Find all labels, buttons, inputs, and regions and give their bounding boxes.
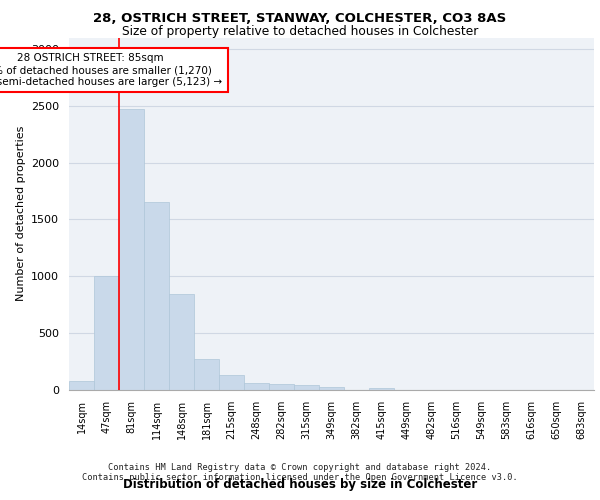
Bar xyxy=(219,375,244,390)
Text: Distribution of detached houses by size in Colchester: Distribution of detached houses by size … xyxy=(123,478,477,491)
Bar xyxy=(69,382,94,390)
Text: Size of property relative to detached houses in Colchester: Size of property relative to detached ho… xyxy=(122,25,478,38)
Bar xyxy=(144,202,169,390)
Bar xyxy=(94,276,119,390)
Bar xyxy=(244,382,269,390)
Bar xyxy=(169,294,194,390)
Bar xyxy=(269,384,294,390)
Text: Contains public sector information licensed under the Open Government Licence v3: Contains public sector information licen… xyxy=(82,474,518,482)
Bar xyxy=(319,386,344,390)
Text: 28, OSTRICH STREET, STANWAY, COLCHESTER, CO3 8AS: 28, OSTRICH STREET, STANWAY, COLCHESTER,… xyxy=(94,12,506,26)
Text: Contains HM Land Registry data © Crown copyright and database right 2024.: Contains HM Land Registry data © Crown c… xyxy=(109,464,491,472)
Text: 28 OSTRICH STREET: 85sqm
← 20% of detached houses are smaller (1,270)
79% of sem: 28 OSTRICH STREET: 85sqm ← 20% of detach… xyxy=(0,54,223,86)
Bar xyxy=(294,385,319,390)
Y-axis label: Number of detached properties: Number of detached properties xyxy=(16,126,26,302)
Bar xyxy=(119,109,144,390)
Bar xyxy=(194,360,219,390)
Bar xyxy=(369,388,394,390)
